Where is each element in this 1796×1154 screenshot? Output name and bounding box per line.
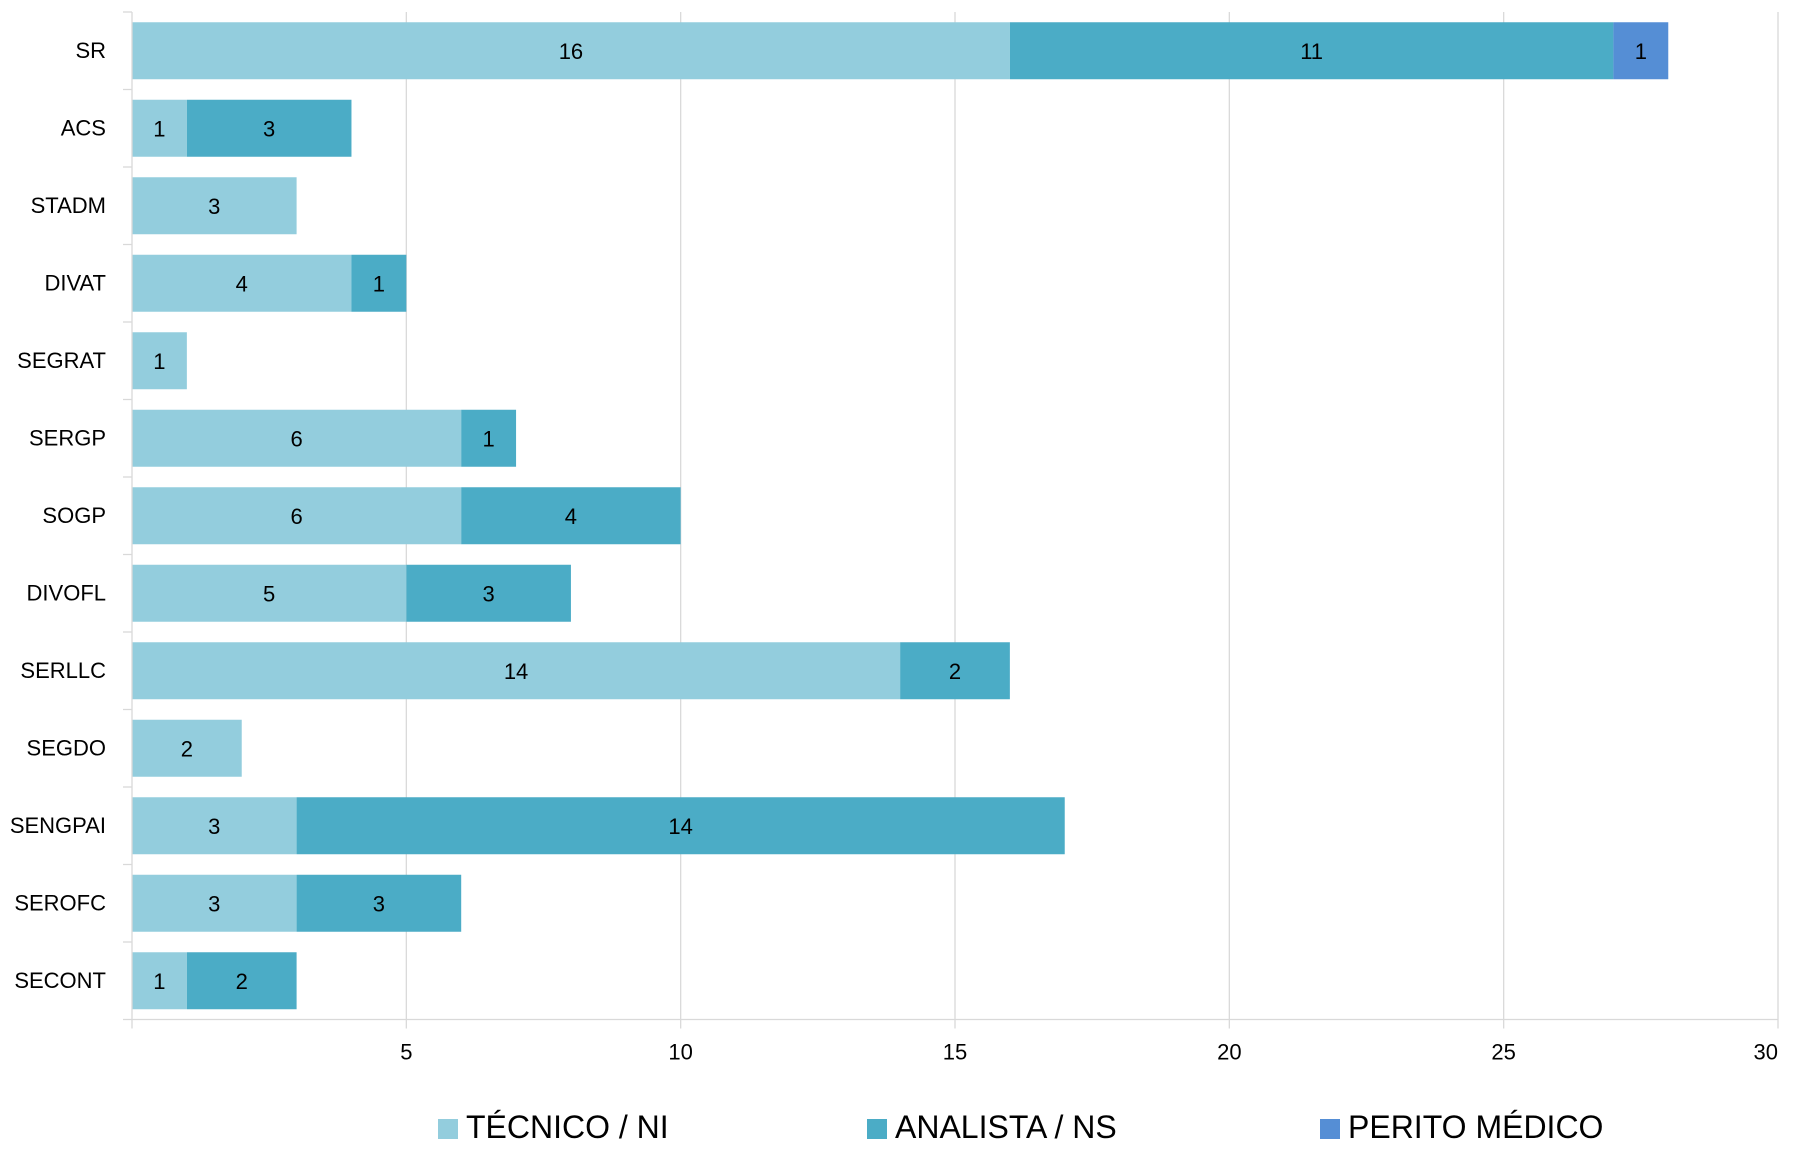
legend-label: ANALISTA / NS	[895, 1109, 1117, 1145]
bar-segment	[296, 797, 1065, 855]
category-label: SEROFC	[14, 890, 106, 915]
data-label: 1	[153, 349, 165, 374]
bar-segment	[132, 332, 187, 390]
data-label: 3	[483, 581, 495, 606]
x-tick-label: 30	[1754, 1040, 1778, 1065]
bar-segment	[296, 874, 462, 932]
bar-segment	[132, 642, 901, 700]
x-tick-label: 10	[668, 1040, 692, 1065]
bar-segment	[132, 564, 407, 622]
data-label: 16	[559, 39, 583, 64]
bar-segment	[186, 99, 352, 157]
bars	[132, 22, 1669, 1010]
bar-segment	[1613, 22, 1669, 80]
category-label: DIVAT	[44, 270, 106, 295]
data-label: 3	[208, 194, 220, 219]
data-label: 6	[290, 504, 302, 529]
data-label: 4	[565, 504, 577, 529]
data-label: 14	[504, 659, 528, 684]
data-label: 11	[1300, 39, 1323, 64]
bar-segment	[132, 99, 187, 157]
x-tick-label: 15	[943, 1040, 967, 1065]
data-label: 3	[373, 891, 385, 916]
legend-label: PERITO MÉDICO	[1348, 1109, 1603, 1145]
category-label: STADM	[31, 193, 106, 218]
category-label: DIVOFL	[27, 580, 106, 605]
data-label: 3	[208, 814, 220, 839]
data-labels: 16 11 11 334 116 16 45 314 223 143 31 2	[153, 39, 1647, 994]
bar-segment	[132, 487, 462, 545]
data-label: 1	[153, 969, 165, 994]
data-label: 2	[949, 659, 961, 684]
bar-segment	[132, 874, 297, 932]
legend: TÉCNICO / NI ANALISTA / NS PERITO MÉDICO	[438, 1109, 1603, 1145]
bar-segment	[132, 952, 187, 1010]
bar-segment	[461, 487, 681, 545]
bar-segment	[132, 254, 352, 312]
data-label: 1	[1635, 39, 1647, 64]
bar-segment	[132, 177, 297, 235]
bar-segment	[186, 952, 297, 1010]
x-tick-label: 20	[1217, 1040, 1241, 1065]
category-label: SENGPAI	[10, 813, 106, 838]
data-label: 3	[208, 891, 220, 916]
category-label: ACS	[61, 115, 106, 140]
bar-segment	[461, 409, 517, 467]
data-label: 3	[263, 116, 275, 141]
axes: SR ACS STADM DIVAT SEGRAT SERGP SOGP DIVOFL SERL…	[10, 11, 1779, 1065]
category-label: SEGRAT	[17, 348, 106, 373]
data-label: 14	[668, 814, 692, 839]
category-label: SR	[75, 38, 106, 63]
legend-swatch	[867, 1119, 887, 1139]
data-label: 2	[181, 736, 193, 761]
category-label: SOGP	[42, 503, 106, 528]
category-label: SECONT	[14, 968, 106, 993]
bar-segment	[406, 564, 571, 622]
bar-segment	[351, 254, 407, 312]
legend-swatch	[438, 1119, 458, 1139]
category-label: SEGDO	[27, 735, 106, 760]
x-tick-label: 5	[400, 1040, 412, 1065]
bar-segment	[132, 409, 462, 467]
legend-label: TÉCNICO / NI	[466, 1109, 669, 1145]
x-tick-label: 25	[1491, 1040, 1515, 1065]
data-label: 5	[263, 581, 275, 606]
bar-segment	[1009, 22, 1614, 80]
bar-segment	[132, 797, 297, 855]
bar-segment	[132, 22, 1010, 80]
data-label: 1	[373, 271, 385, 296]
category-label: SERGP	[29, 425, 106, 450]
bar-segment	[900, 642, 1010, 700]
category-label: SERLLC	[20, 658, 106, 683]
data-label: 4	[236, 271, 248, 296]
bar-segment	[132, 719, 242, 777]
data-label: 6	[290, 426, 302, 451]
data-label: 1	[483, 426, 495, 451]
data-label: 1	[153, 116, 165, 141]
legend-swatch	[1320, 1119, 1340, 1139]
data-label: 2	[236, 969, 248, 994]
